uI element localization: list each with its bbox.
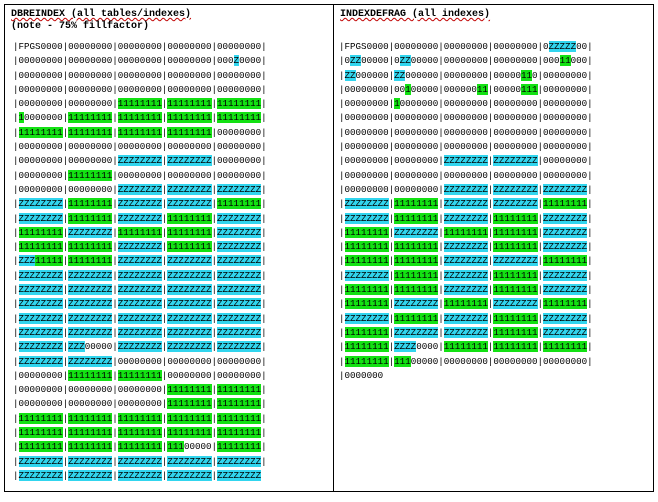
- page-row: |11111111|11111111|ZZZZZZZZ|11111111|ZZZ…: [339, 284, 593, 296]
- page-row: |0000000: [339, 369, 384, 381]
- dbreindex-panel: DBREINDEX (all tables/indexes) (note - 7…: [5, 5, 332, 491]
- indexdefrag-panel: INDEXDEFRAG (all indexes) |FPGS0000|0000…: [334, 5, 654, 491]
- page-row: |00000000|00000000|00000000|00000000|000…: [13, 69, 267, 81]
- page-row: |FPGS0000|00000000|00000000|00000000|0ZZ…: [339, 41, 593, 52]
- page-row: |00000000|00000000|00000000|11111111|111…: [13, 398, 267, 410]
- page-row: |ZZZZZZZZ|ZZZZZZZZ|ZZZZZZZZ|ZZZZZZZZ|ZZZ…: [13, 469, 262, 481]
- page-row: |11111111|11111111|ZZZZZZZZ|11111111|ZZZ…: [13, 241, 267, 253]
- page-row: |ZZZZZZZZ|11111111|ZZZZZZZZ|11111111|ZZZ…: [339, 312, 593, 324]
- page-row: |00000000|11111111|00000000|00000000|000…: [13, 169, 267, 181]
- page-row: |00000000|00000000|00000000|00000000|000…: [13, 83, 267, 95]
- page-row: |ZZZZZZZZ|11111111|ZZZZZZZZ|11111111|ZZZ…: [339, 212, 593, 224]
- page-row: |11111111|11111111|ZZZZZZZZ|ZZZZZZZZ|111…: [339, 255, 593, 267]
- page-row: |ZZZZZZZZ|11111111|ZZZZZZZZ|ZZZZZZZZ|111…: [339, 198, 593, 210]
- page-row: |ZZ000000|ZZ000000|00000000|00000110|000…: [339, 69, 593, 81]
- page-row: |00000000|00000000|ZZZZZZZZ|ZZZZZZZZ|000…: [339, 155, 593, 167]
- page-row: |11111111|ZZZZZZZZ|11111111|ZZZZZZZZ|111…: [339, 298, 593, 310]
- page-row: |FPGS0000|00000000|00000000|00000000|000…: [13, 41, 267, 52]
- page-row: |ZZZZZZZZ|ZZZZZZZZ|ZZZZZZZZ|ZZZZZZZZ|ZZZ…: [13, 455, 267, 467]
- page-row: |ZZZZZZZZ|ZZZZZZZZ|ZZZZZZZZ|ZZZZZZZZ|ZZZ…: [13, 284, 267, 296]
- page-row: |00000000|00000000|00000000|00000000|000…: [339, 112, 593, 124]
- page-row: |ZZZZZZZZ|ZZZZZZZZ|ZZZZZZZZ|ZZZZZZZZ|ZZZ…: [13, 269, 267, 281]
- page-row: |ZZZZZZZZ|ZZZZZZZZ|ZZZZZZZZ|ZZZZZZZZ|ZZZ…: [13, 298, 267, 310]
- page-row: |ZZZZZZZZ|11111111|ZZZZZZZZ|ZZZZZZZZ|111…: [13, 198, 267, 210]
- dbreindex-note: (note - 75% fillfactor): [11, 21, 150, 32]
- dbreindex-page-map: |FPGS0000|00000000|00000000|00000000|000…: [13, 40, 267, 483]
- page-row: |11111111|11111111|11111111|11111111|111…: [13, 412, 267, 424]
- page-row: |11111111|ZZZZ0000|11111111|11111111|111…: [339, 341, 593, 353]
- page-row: |11111111|11111111|11111111|11111111|111…: [13, 427, 267, 439]
- page-row: |ZZZZZZZZ|ZZZZZZZZ|00000000|00000000|000…: [13, 355, 267, 367]
- page-row: |00000000|00100000|00000011|00000111|000…: [339, 83, 593, 95]
- document-table: DBREINDEX (all tables/indexes) (note - 7…: [4, 4, 654, 492]
- page-row: |ZZZZZZZZ|11111111|ZZZZZZZZ|11111111|ZZZ…: [13, 212, 267, 224]
- page-row: |00000000|00000000|11111111|11111111|111…: [13, 98, 267, 110]
- page-row: |11111111|11111111|11111111|11100000|111…: [13, 441, 267, 453]
- page-row: |11111111|ZZZZZZZZ|11111111|11111111|ZZZ…: [13, 226, 267, 238]
- page-row: |11111111|11111111|11111111|11111111|000…: [13, 126, 267, 138]
- page-row: |11111111|ZZZZZZZZ|ZZZZZZZZ|11111111|ZZZ…: [339, 326, 593, 338]
- page-row: |00000000|10000000|00000000|00000000|000…: [339, 98, 593, 110]
- page-row: |00000000|11111111|11111111|00000000|000…: [13, 369, 267, 381]
- page-row: |ZZZZZZZZ|ZZZZZZZZ|ZZZZZZZZ|ZZZZZZZZ|ZZZ…: [13, 312, 267, 324]
- page-row: |11111111|ZZZZZZZZ|11111111|11111111|ZZZ…: [339, 226, 593, 238]
- indexdefrag-page-map: |FPGS0000|00000000|00000000|00000000|0ZZ…: [339, 40, 593, 383]
- column-divider: [333, 5, 334, 491]
- page-row: |00000000|00000000|ZZZZZZZZ|ZZZZZZZZ|ZZZ…: [13, 183, 267, 195]
- page-row: |ZZZZZZZZ|ZZZ00000|ZZZZZZZZ|ZZZZZZZZ|ZZZ…: [13, 341, 267, 353]
- page-row: |00000000|00000000|00000000|11111111|111…: [13, 384, 267, 396]
- page-row: |00000000|00000000|ZZZZZZZZ|ZZZZZZZZ|ZZZ…: [339, 183, 593, 195]
- page-row: |0ZZ00000|0ZZ00000|00000000|00000000|000…: [339, 55, 593, 67]
- page-row: |00000000|00000000|00000000|00000000|000…: [339, 169, 593, 181]
- page-row: |ZZZ11111|11111111|ZZZZZZZZ|ZZZZZZZZ|ZZZ…: [13, 255, 267, 267]
- dbreindex-title: DBREINDEX (all tables/indexes): [11, 9, 192, 20]
- page-row: |00000000|00000000|00000000|00000000|000…: [339, 141, 593, 153]
- page-row: |11111111|11111111|ZZZZZZZZ|11111111|ZZZ…: [339, 241, 593, 253]
- indexdefrag-title: INDEXDEFRAG (all indexes): [340, 9, 491, 20]
- page-row: |00000000|00000000|ZZZZZZZZ|ZZZZZZZZ|000…: [13, 155, 267, 167]
- page-row: |ZZZZZZZZ|11111111|ZZZZZZZZ|11111111|ZZZ…: [339, 269, 593, 281]
- indexdefrag-header: INDEXDEFRAG (all indexes): [340, 9, 490, 21]
- page-row: |00000000|00000000|00000000|00000000|000…: [339, 126, 593, 138]
- page-row: |00000000|00000000|00000000|00000000|000…: [13, 55, 267, 67]
- page-row: |11111111|11100000|00000000|00000000|000…: [339, 355, 593, 367]
- page-row: |00000000|00000000|00000000|00000000|000…: [13, 141, 267, 153]
- page-row: |10000000|11111111|11111111|11111111|111…: [13, 112, 267, 124]
- page-row: |ZZZZZZZZ|ZZZZZZZZ|ZZZZZZZZ|ZZZZZZZZ|ZZZ…: [13, 326, 267, 338]
- dbreindex-header: DBREINDEX (all tables/indexes) (note - 7…: [11, 9, 191, 33]
